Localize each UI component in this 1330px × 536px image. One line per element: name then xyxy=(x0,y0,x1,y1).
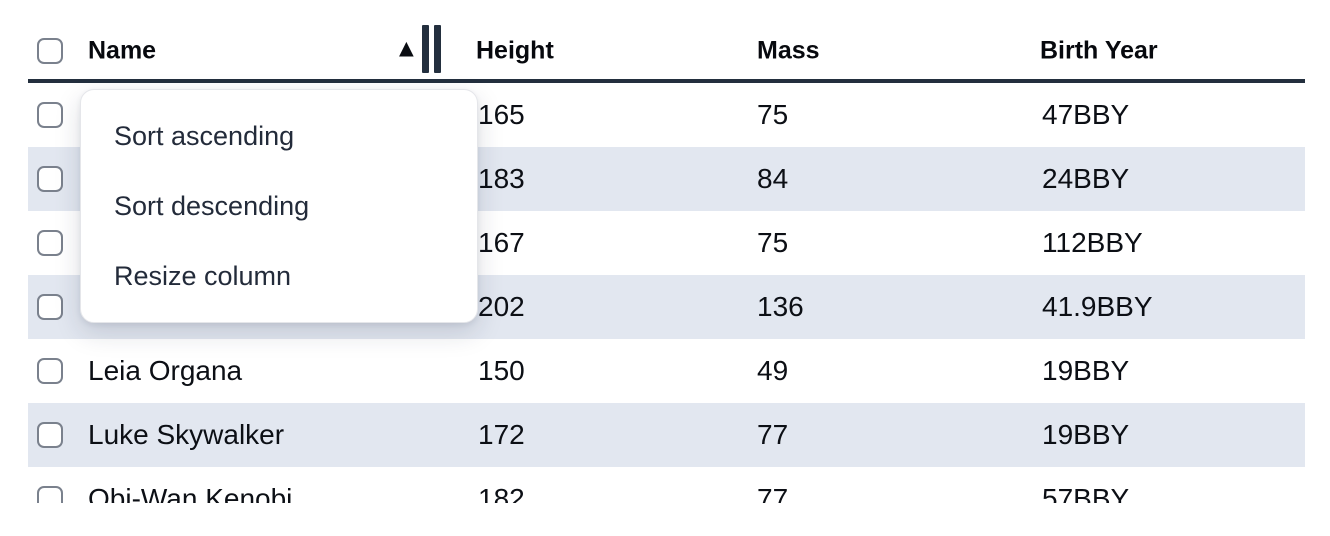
row-checkbox[interactable] xyxy=(37,422,63,448)
table-row: Leia Organa 150 49 19BBY xyxy=(28,339,1305,403)
cell-mass: 77 xyxy=(757,419,789,450)
cell-birth-year: 57BBY xyxy=(1042,483,1130,503)
cell-name: Leia Organa xyxy=(88,355,243,386)
column-header-height[interactable]: Height xyxy=(476,36,554,65)
column-header-birth-year[interactable]: Birth Year xyxy=(1040,36,1158,65)
cell-mass: 75 xyxy=(757,227,789,258)
cell-birth-year: 47BBY xyxy=(1042,99,1130,130)
column-header-name[interactable]: Name xyxy=(88,36,157,65)
column-resize-handle[interactable] xyxy=(422,25,441,73)
table-row: Obi-Wan Kenobi 182 77 57BBY xyxy=(28,467,1305,503)
cell-birth-year: 112BBY xyxy=(1042,227,1143,258)
column-header-menu: Sort ascending Sort descending Resize co… xyxy=(80,89,478,323)
cell-height: 202 xyxy=(478,291,525,322)
resize-bar-icon xyxy=(422,25,429,73)
menu-item-sort-ascending[interactable]: Sort ascending xyxy=(114,121,295,151)
row-checkbox[interactable] xyxy=(37,294,63,320)
cell-birth-year: 41.9BBY xyxy=(1042,291,1153,322)
row-checkbox[interactable] xyxy=(37,230,63,256)
cell-height: 182 xyxy=(478,483,525,503)
row-checkbox[interactable] xyxy=(37,486,63,503)
cell-mass: 136 xyxy=(757,291,804,322)
column-header-mass[interactable]: Mass xyxy=(757,36,820,65)
cell-birth-year: 24BBY xyxy=(1042,163,1130,194)
cell-mass: 75 xyxy=(757,99,789,130)
row-checkbox[interactable] xyxy=(37,358,63,384)
cell-birth-year: 19BBY xyxy=(1042,355,1130,386)
cell-height: 150 xyxy=(478,355,525,386)
cell-birth-year: 19BBY xyxy=(1042,419,1130,450)
row-checkbox[interactable] xyxy=(37,166,63,192)
cell-mass: 77 xyxy=(757,483,789,503)
table-row: Luke Skywalker 172 77 19BBY xyxy=(28,403,1305,467)
cell-height: 167 xyxy=(478,227,525,258)
cell-height: 165 xyxy=(478,99,525,130)
cell-name: Luke Skywalker xyxy=(88,419,285,450)
cell-height: 172 xyxy=(478,419,525,450)
menu-item-sort-descending[interactable]: Sort descending xyxy=(114,191,310,221)
select-all-checkbox[interactable] xyxy=(37,38,63,64)
menu-item-resize-column[interactable]: Resize column xyxy=(114,261,292,291)
sort-ascending-icon: ▲ xyxy=(394,34,419,63)
table-header-row: Name ▲ Height Mass Birth Year xyxy=(28,0,1305,83)
resize-bar-icon xyxy=(434,25,441,73)
cell-mass: 84 xyxy=(757,163,789,194)
cell-mass: 49 xyxy=(757,355,789,386)
cell-name: Obi-Wan Kenobi xyxy=(88,483,293,503)
cell-height: 183 xyxy=(478,163,525,194)
row-checkbox[interactable] xyxy=(37,102,63,128)
